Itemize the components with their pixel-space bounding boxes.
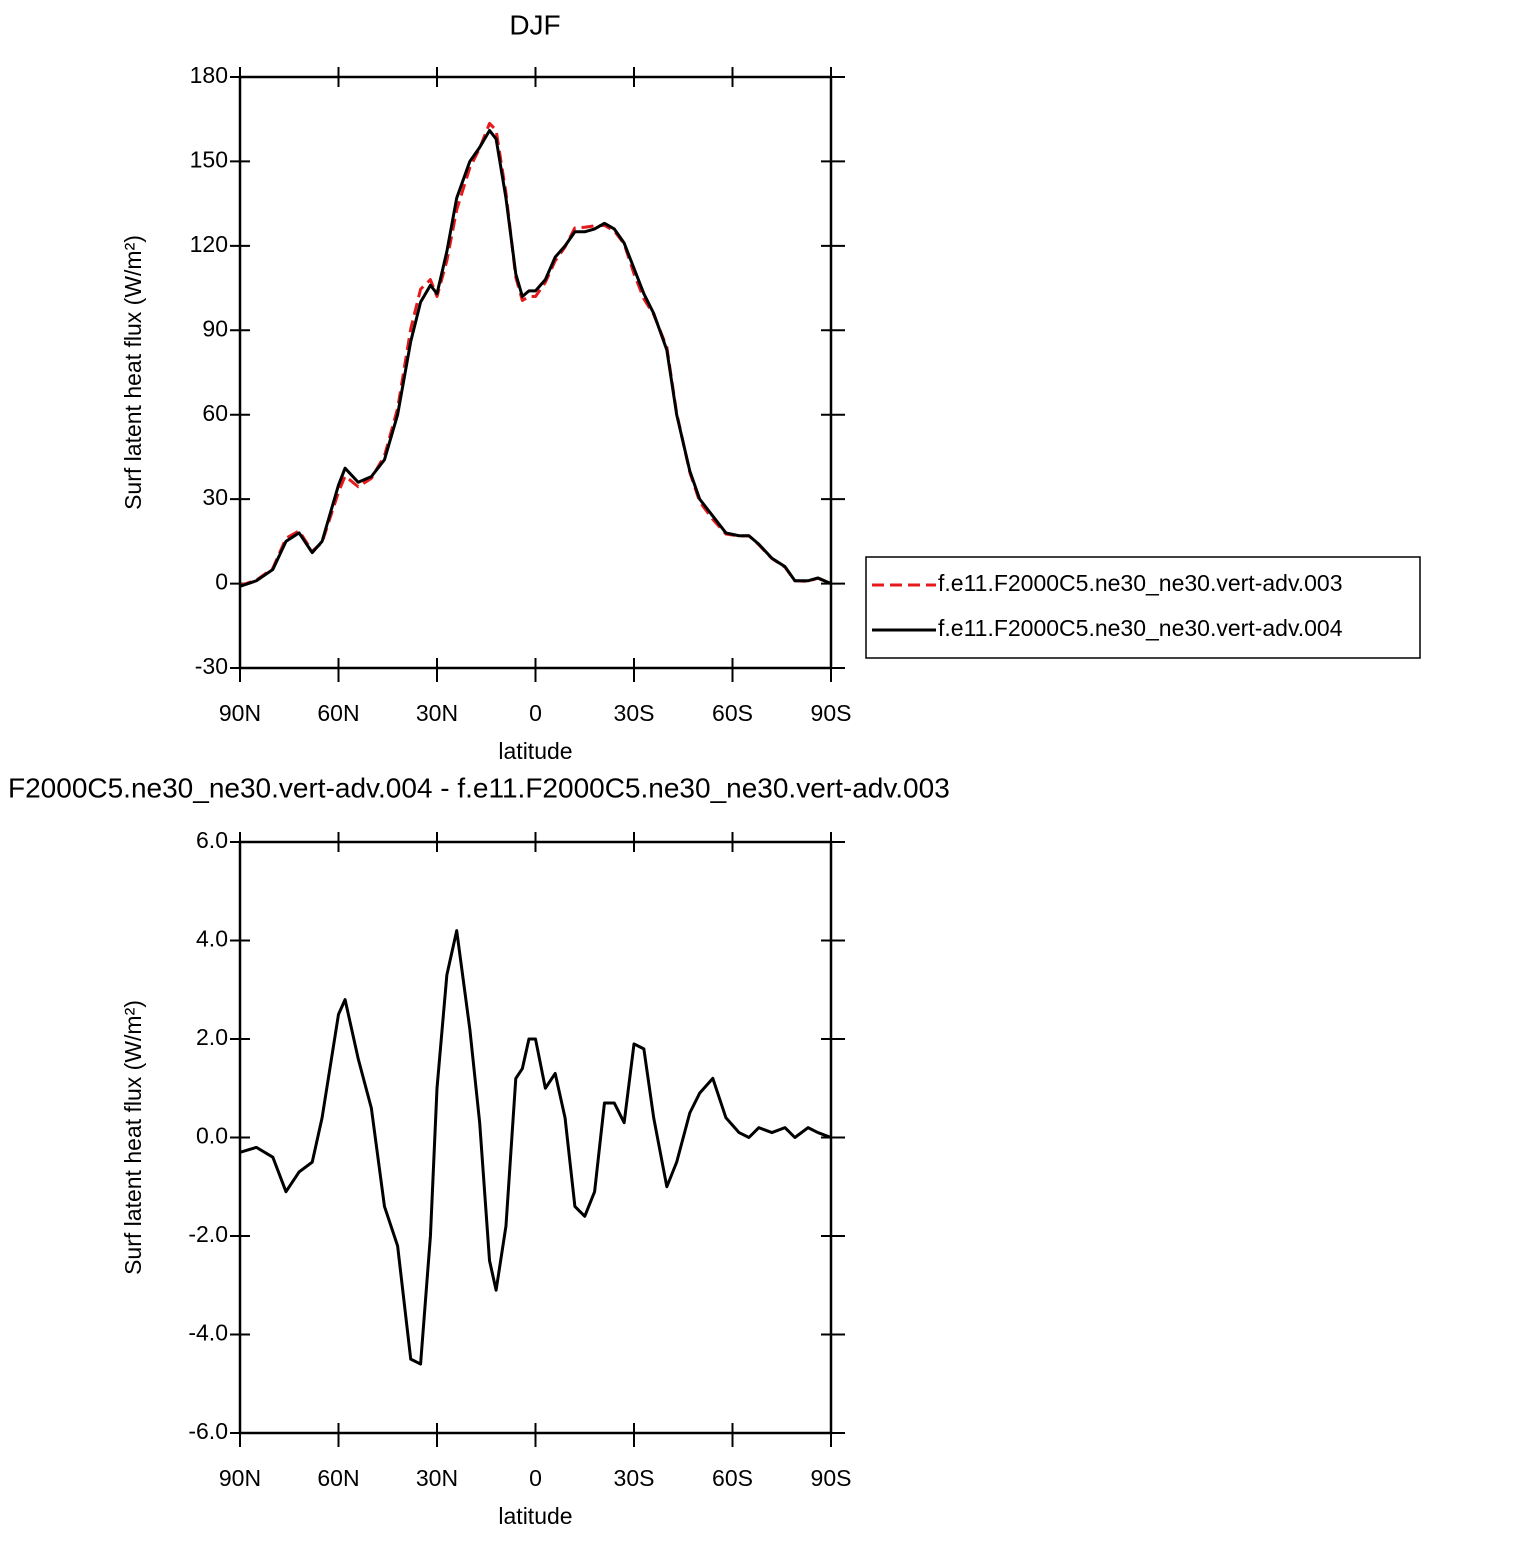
x-tick-label: 60S [712, 1465, 753, 1491]
y-tick-label: 180 [190, 62, 228, 88]
y-tick-label: -4.0 [188, 1320, 228, 1346]
x-tick-label: 60N [317, 700, 359, 726]
data-line [239, 929, 832, 1366]
x-axis-label: latitude [498, 1503, 572, 1529]
plot-frame [238, 75, 833, 670]
y-tick-label: 6.0 [196, 827, 228, 853]
y-tick-label: -6.0 [188, 1418, 228, 1444]
x-tick-label: 30S [614, 1465, 655, 1491]
y-tick-label: 30 [202, 484, 228, 510]
y-tick-label: -30 [195, 653, 228, 679]
x-axis-label: latitude [498, 738, 572, 764]
x-tick-label: 30S [614, 700, 655, 726]
x-tick-label: 90N [219, 1465, 261, 1491]
y-tick-label: 120 [190, 231, 228, 257]
y-tick-label: 0 [215, 569, 228, 595]
plot-frame [238, 840, 833, 1435]
x-tick-label: 90S [811, 1465, 852, 1491]
y-tick-label: -2.0 [188, 1221, 228, 1247]
y-tick-label: 150 [190, 147, 228, 173]
x-tick-label: 30N [416, 1465, 458, 1491]
data-line [239, 128, 832, 588]
legend-box [865, 556, 1421, 659]
x-tick-label: 30N [416, 700, 458, 726]
y-tick-label: 90 [202, 315, 228, 341]
x-tick-label: 90S [811, 700, 852, 726]
x-tick-label: 60S [712, 700, 753, 726]
y-tick-label: 4.0 [196, 926, 228, 952]
x-tick-label: 0 [529, 1465, 542, 1491]
chart-title: F2000C5.ne30_ne30.vert-adv.004 - f.e11.F… [8, 772, 950, 803]
x-tick-label: 0 [529, 700, 542, 726]
y-axis-label: Surf latent heat flux (W/m²) [120, 235, 146, 510]
y-tick-label: 2.0 [196, 1024, 228, 1050]
x-tick-label: 60N [317, 1465, 359, 1491]
y-tick-label: 60 [202, 400, 228, 426]
y-tick-label: 0.0 [196, 1123, 228, 1149]
legend-label: f.e11.F2000C5.ne30_ne30.vert-adv.004 [938, 615, 1343, 641]
y-axis-label: Surf latent heat flux (W/m²) [120, 1000, 146, 1275]
x-tick-label: 90N [219, 700, 261, 726]
chart-title: DJF [509, 9, 560, 40]
legend-label: f.e11.F2000C5.ne30_ne30.vert-adv.003 [938, 570, 1343, 596]
